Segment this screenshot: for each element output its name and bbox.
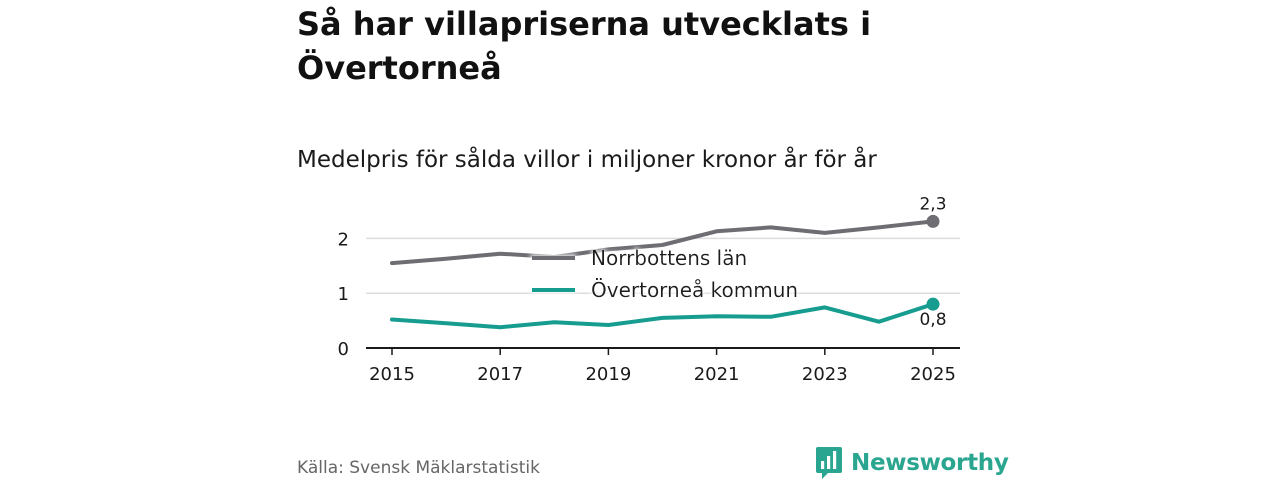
newsworthy-logo-icon bbox=[816, 447, 842, 479]
chart-subtitle: Medelpris för sålda villor i miljoner kr… bbox=[297, 147, 877, 173]
series-end-label: 0,8 bbox=[919, 310, 946, 330]
brand-logo[interactable]: Newsworthy bbox=[815, 446, 1009, 480]
source-note: Källa: Svensk Mäklarstatistik bbox=[297, 458, 540, 478]
series-end-label: 2,3 bbox=[919, 194, 946, 214]
x-tick-label: 2023 bbox=[802, 364, 848, 385]
x-tick-label: 2025 bbox=[910, 364, 956, 385]
y-tick-label: 2 bbox=[338, 229, 349, 250]
axes: 0 1 2 2015 2017 2019 2021 2023 2025 bbox=[338, 229, 960, 385]
series-end-point bbox=[926, 297, 940, 311]
x-tick-label: 2021 bbox=[694, 364, 740, 385]
x-tick-label: 2015 bbox=[369, 364, 415, 385]
y-tick-label: 0 bbox=[338, 339, 349, 360]
series-end-point bbox=[926, 214, 940, 228]
brand-name: Newsworthy bbox=[851, 450, 1009, 476]
y-tick-label: 1 bbox=[338, 284, 349, 305]
legend-label: Norrbottens län bbox=[591, 246, 747, 270]
legend-label: Övertorneå kommun bbox=[591, 278, 798, 302]
series-lines bbox=[390, 214, 940, 330]
series-line bbox=[390, 219, 935, 266]
x-tick-label: 2017 bbox=[477, 364, 523, 385]
chart-title: Så har villapriserna utvecklats i Överto… bbox=[297, 5, 872, 87]
legend: Norrbottens län Övertorneå kommun bbox=[532, 246, 798, 302]
legend-entries: Norrbottens län Övertorneå kommun bbox=[532, 246, 798, 302]
gridlines bbox=[366, 237, 960, 294]
x-tick-label: 2019 bbox=[585, 364, 631, 385]
data-labels: 2,3 0,8 bbox=[919, 194, 946, 330]
series-line bbox=[390, 302, 935, 330]
